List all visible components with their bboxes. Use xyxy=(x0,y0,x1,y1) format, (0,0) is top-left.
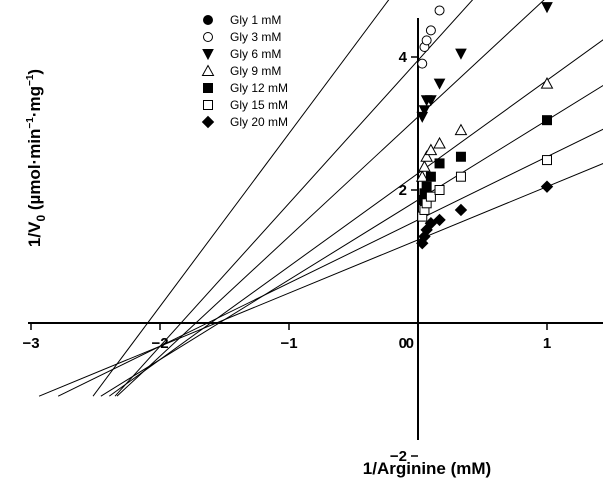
data-point xyxy=(421,181,432,192)
x-tick-label: 0 xyxy=(406,335,414,352)
legend-marker xyxy=(203,83,213,93)
data-point xyxy=(425,95,437,107)
data-point xyxy=(434,158,445,169)
data-point xyxy=(542,155,552,166)
legend-label: Gly 12 mM xyxy=(230,81,288,95)
data-point xyxy=(425,191,436,202)
data-point xyxy=(455,171,466,182)
y-tick-label: 4 xyxy=(399,49,408,66)
legend-marker xyxy=(201,64,215,76)
x-tick-label: −3 xyxy=(22,335,39,352)
data-point xyxy=(541,2,553,14)
legend-item: Gly 20 mM xyxy=(201,115,288,129)
regression-line-1 xyxy=(92,0,390,397)
regression-line-7 xyxy=(38,163,603,397)
data-point xyxy=(542,115,552,126)
data-point xyxy=(425,171,436,182)
series-7-points xyxy=(416,180,554,250)
legend-marker xyxy=(203,32,213,42)
series-4-points xyxy=(415,77,554,182)
data-point xyxy=(425,25,436,36)
legend-item: Gly 9 mM xyxy=(201,64,281,78)
legend-label: Gly 1 mM xyxy=(230,13,281,27)
legend-item: Gly 15 mM xyxy=(203,98,288,112)
data-point xyxy=(424,217,438,230)
regression-line-6 xyxy=(57,128,603,397)
data-point xyxy=(454,203,468,217)
data-point xyxy=(418,160,431,172)
regression-line-2 xyxy=(114,0,474,397)
legend-label: Gly 9 mM xyxy=(230,64,281,78)
x-axis-title: 1/Arginine (mM) xyxy=(363,459,491,478)
regression-line-4 xyxy=(109,39,603,397)
data-point xyxy=(433,213,446,227)
data-point xyxy=(417,58,428,69)
data-point xyxy=(424,143,438,156)
data-point xyxy=(420,150,433,162)
legend-marker xyxy=(203,100,213,110)
x-ticks: −3 −2 −1 0 1 xyxy=(22,323,551,352)
legend: Gly 1 mM Gly 3 mM Gly 6 mM Gly 9 mM Gly 12 m… xyxy=(201,13,288,129)
data-point xyxy=(434,5,445,16)
series-6-points xyxy=(417,155,552,222)
regression-line-3 xyxy=(116,0,545,397)
x-tick-label: 1 xyxy=(543,335,551,352)
data-point xyxy=(540,77,554,89)
data-point xyxy=(540,180,554,193)
data-point xyxy=(415,170,429,182)
y-tick-label: 0 xyxy=(399,335,407,352)
y-tick-label: 2 xyxy=(399,182,407,199)
series-3-points xyxy=(416,2,553,123)
y-ticks: −20246810 xyxy=(390,49,418,465)
legend-item: Gly 12 mM xyxy=(203,81,288,95)
legend-marker xyxy=(202,49,214,61)
legend-label: Gly 15 mM xyxy=(230,98,288,112)
data-point xyxy=(433,78,446,90)
regression-line-5 xyxy=(100,84,603,397)
legend-label: Gly 3 mM xyxy=(230,30,281,44)
legend-label: Gly 20 mM xyxy=(230,115,288,129)
legend-item: Gly 6 mM xyxy=(202,47,281,61)
data-point xyxy=(455,48,467,60)
data-point xyxy=(455,151,466,162)
legend-marker xyxy=(203,15,213,25)
x-tick-label: −2 xyxy=(151,335,168,352)
axes xyxy=(28,18,603,440)
series-2-points xyxy=(417,5,445,69)
y-axis-title: 1/V0 (µmol·min−1·mg−1) xyxy=(25,69,48,247)
data-point xyxy=(433,136,446,149)
regression-lines xyxy=(38,0,603,397)
data-point xyxy=(421,35,432,46)
data-point xyxy=(454,123,468,136)
data-points xyxy=(415,2,554,250)
legend-label: Gly 6 mM xyxy=(230,47,281,61)
legend-marker xyxy=(201,115,215,129)
legend-item: Gly 1 mM xyxy=(203,13,281,27)
y-tick-label: −2 xyxy=(390,448,407,465)
data-point xyxy=(434,185,445,195)
x-tick-label: −1 xyxy=(280,335,297,352)
legend-item: Gly 3 mM xyxy=(203,30,281,44)
data-point xyxy=(418,105,431,117)
